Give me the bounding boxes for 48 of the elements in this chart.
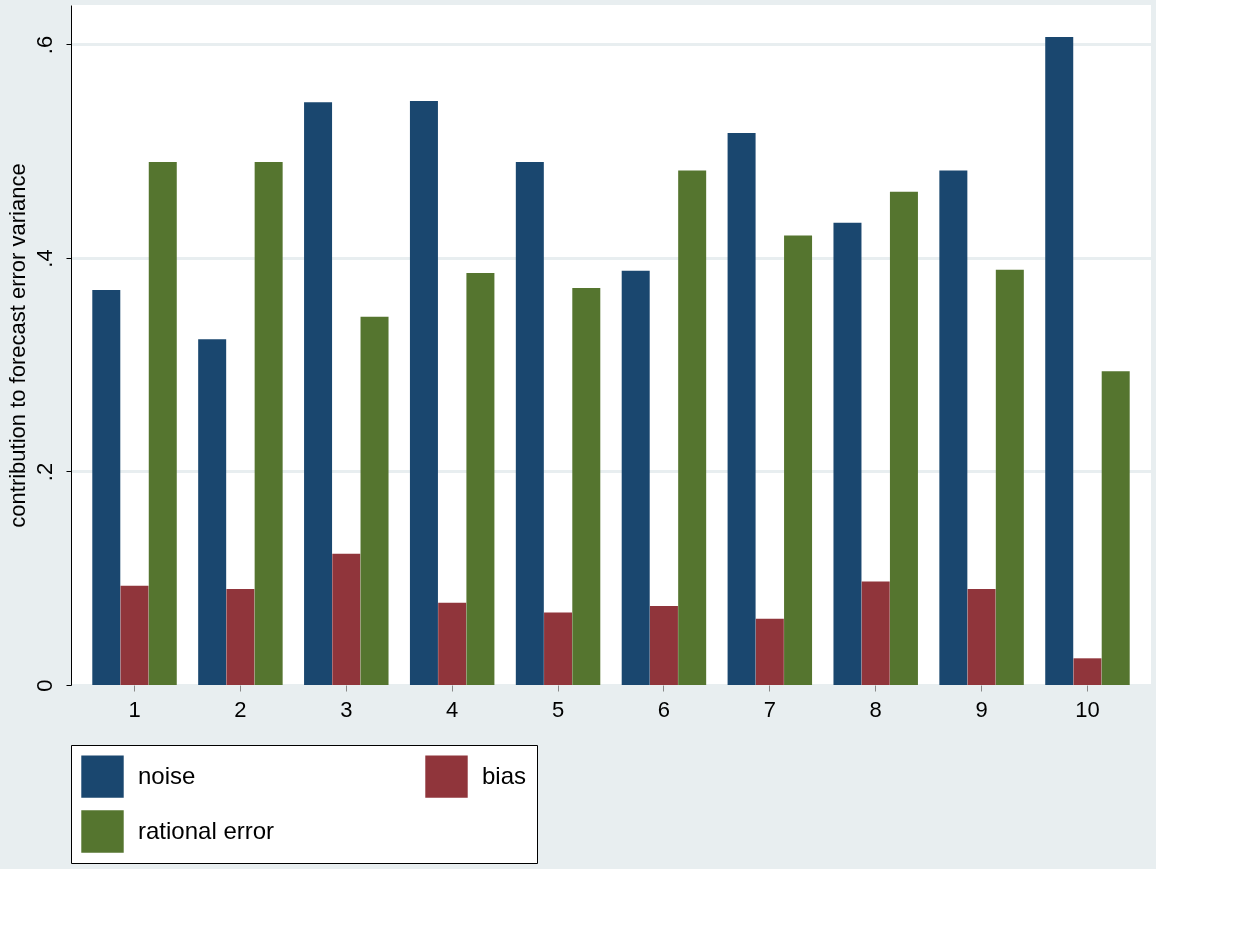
bar <box>572 287 601 685</box>
legend-label: rational error <box>138 816 275 844</box>
y-tick-label: .2 <box>31 462 57 482</box>
x-tick-label: 7 <box>763 696 776 722</box>
bar <box>1101 371 1130 685</box>
bar <box>304 102 333 685</box>
x-tick-label: 10 <box>1075 696 1100 722</box>
bar <box>727 133 756 685</box>
legend-label: bias <box>482 761 527 789</box>
x-tick-label: 4 <box>446 696 459 722</box>
y-tick-label: .6 <box>31 35 57 55</box>
bar <box>438 602 467 685</box>
bar <box>833 222 862 685</box>
y-tick-label: .4 <box>31 249 57 268</box>
bar <box>148 161 177 685</box>
x-tick-label: 6 <box>657 696 671 722</box>
x-tick-label: 8 <box>869 696 882 722</box>
bar <box>678 170 707 685</box>
bar <box>198 339 227 685</box>
bar <box>120 585 149 685</box>
bar <box>1045 37 1074 685</box>
bar <box>515 161 544 685</box>
bar <box>755 618 784 685</box>
bar <box>544 612 573 685</box>
x-tick-label: 5 <box>551 696 565 722</box>
y-tick-label: 0 <box>31 679 57 692</box>
y-axis-title: contribution to forecast error variance <box>4 163 30 528</box>
bar <box>466 272 495 685</box>
x-tick-label: 3 <box>340 696 353 722</box>
x-tick-label: 1 <box>128 696 141 722</box>
bar <box>995 269 1024 685</box>
bar <box>332 553 361 685</box>
bar <box>889 191 918 685</box>
bar <box>254 161 283 685</box>
bar <box>409 101 438 685</box>
bar <box>861 581 890 685</box>
bar <box>621 270 650 685</box>
bar <box>92 290 121 685</box>
bar <box>784 235 813 685</box>
bar <box>360 316 389 685</box>
bar <box>967 588 996 685</box>
bar <box>939 170 968 685</box>
bar <box>649 606 678 685</box>
bar <box>1073 658 1102 685</box>
legend-label: noise <box>138 761 196 789</box>
x-tick-label: 2 <box>234 696 247 722</box>
x-tick-label: 9 <box>975 696 988 722</box>
bar <box>226 588 255 685</box>
